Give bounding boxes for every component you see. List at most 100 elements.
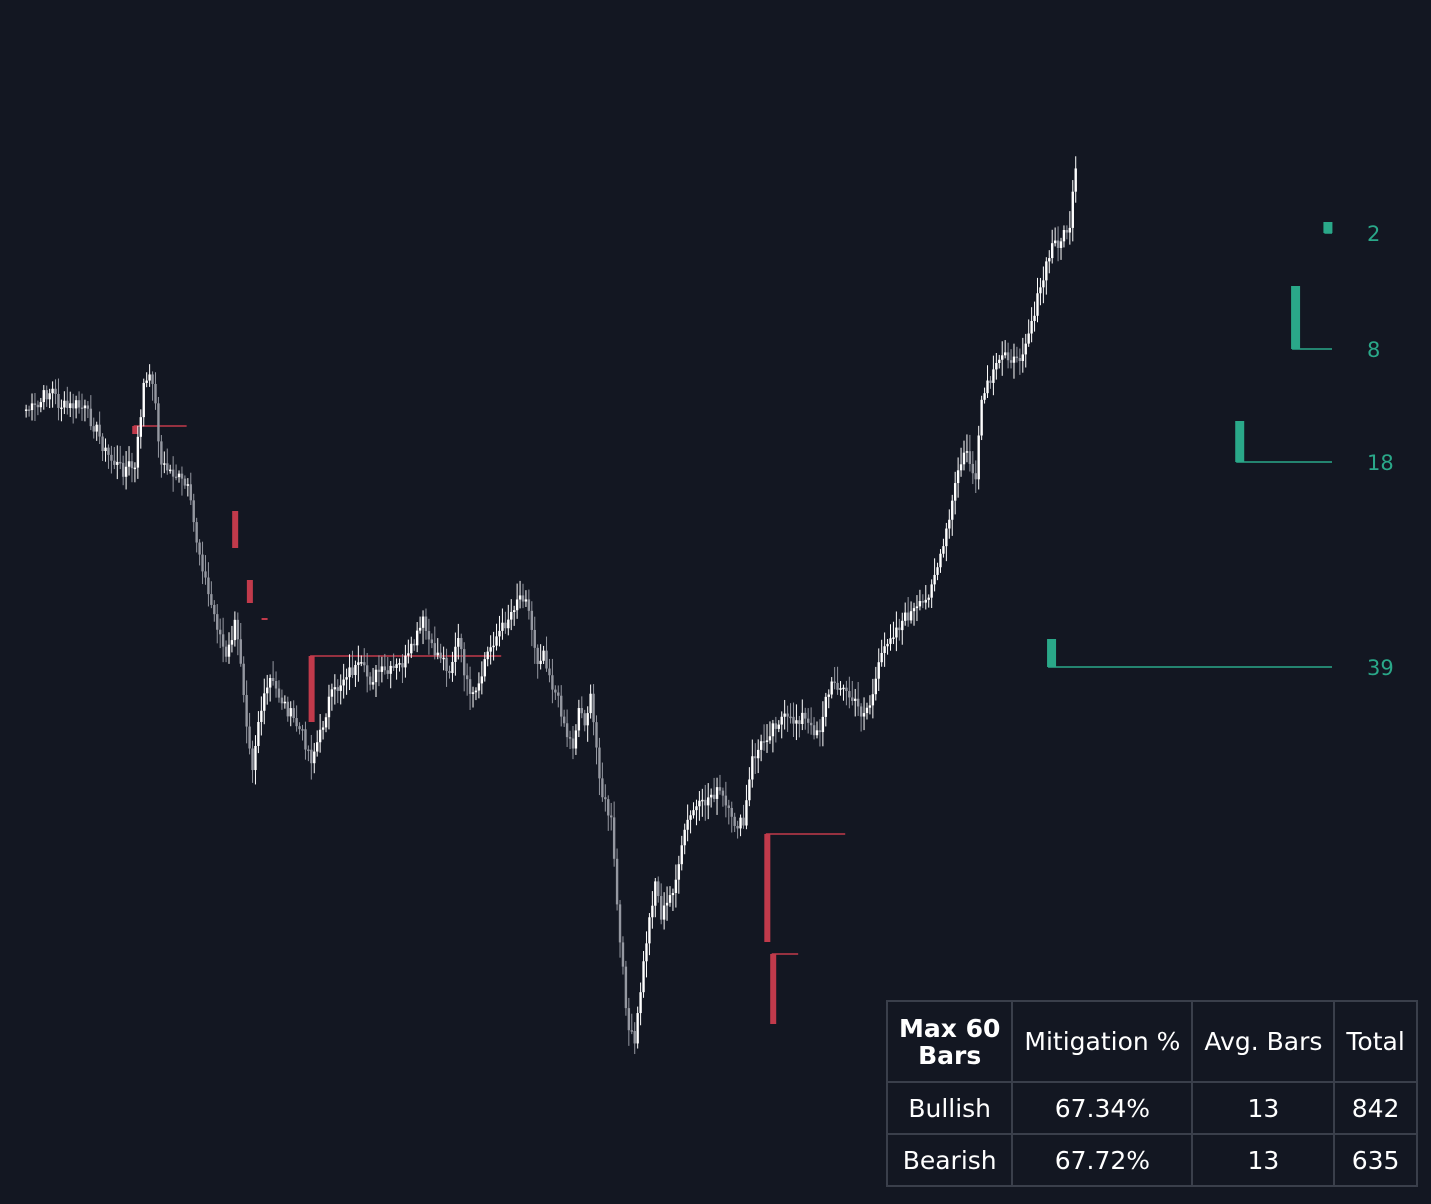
- candle-body: [671, 893, 675, 896]
- candle-body: [856, 698, 860, 707]
- candle-body: [107, 447, 110, 455]
- candle-body: [254, 745, 257, 771]
- candle-body: [630, 1030, 633, 1032]
- candle-body: [780, 716, 783, 725]
- candle-body: [295, 718, 298, 727]
- candle-body: [612, 817, 616, 859]
- candle-body: [1045, 261, 1048, 281]
- candle-body: [842, 687, 845, 690]
- candle-body: [809, 722, 813, 726]
- candle-body: [942, 546, 945, 554]
- candle-body: [548, 668, 551, 676]
- bearish-fvg-box: [764, 834, 771, 942]
- candle-body: [357, 662, 360, 665]
- candle-body: [848, 691, 851, 698]
- candle-body: [692, 810, 695, 816]
- candle-body: [683, 829, 686, 846]
- candle-body: [104, 447, 107, 452]
- candle-body: [880, 652, 883, 663]
- candle-body: [909, 611, 913, 621]
- candle-body: [733, 816, 736, 826]
- candle-body: [242, 663, 245, 696]
- candle-body: [998, 359, 1001, 363]
- candle-body: [1009, 360, 1013, 363]
- candle-body: [230, 640, 234, 645]
- candle-body: [404, 655, 407, 668]
- bullish-mitigation: 67.34%: [1011, 1081, 1194, 1135]
- candle-body: [280, 697, 284, 704]
- candle-body: [968, 451, 972, 464]
- candle-body: [151, 374, 154, 384]
- candle-body: [789, 716, 792, 719]
- candle-body: [283, 701, 287, 704]
- candle-body: [124, 466, 128, 477]
- candle-body: [498, 630, 501, 637]
- candle-body: [227, 644, 231, 657]
- candle-body: [333, 687, 337, 690]
- bearish-fvg-box: [770, 954, 777, 1024]
- candle-body: [915, 606, 919, 609]
- candle-body: [980, 399, 983, 436]
- candle-body: [204, 571, 207, 578]
- candle-body: [313, 751, 316, 764]
- candle-body: [163, 463, 166, 465]
- candle-body: [1001, 355, 1004, 360]
- candle-body: [739, 817, 742, 829]
- candle-body: [251, 748, 254, 771]
- candle-body: [154, 383, 157, 404]
- candle-body: [427, 631, 431, 640]
- candle-body: [507, 619, 510, 629]
- candle-body: [724, 795, 728, 806]
- candle-body: [574, 730, 578, 749]
- candle-body: [101, 436, 104, 452]
- candle-body: [765, 740, 769, 742]
- candle-body: [654, 881, 657, 906]
- bullish-fvg-age-label: 18: [1367, 451, 1394, 475]
- candle-body: [30, 403, 34, 411]
- corner-line-2: Bars: [918, 1040, 982, 1070]
- candle-body: [474, 690, 478, 693]
- bullish-fvg-box: [1291, 286, 1301, 349]
- candle-body: [463, 649, 466, 676]
- candle-body: [771, 723, 775, 737]
- candle-body: [1062, 230, 1066, 242]
- candle-body: [748, 779, 751, 801]
- candle-body: [374, 669, 378, 683]
- candle-body: [274, 681, 278, 689]
- candle-body: [786, 713, 789, 717]
- candle-body: [1059, 241, 1063, 248]
- candle-body: [821, 716, 825, 733]
- candle-body: [377, 669, 381, 672]
- candle-body: [213, 604, 216, 615]
- candle-body: [1036, 293, 1039, 316]
- candle-body: [945, 528, 948, 547]
- candle-body: [286, 701, 289, 717]
- candle-body: [218, 629, 222, 635]
- candle-body: [1018, 358, 1022, 362]
- candle-body: [1033, 315, 1036, 321]
- bearish-total: 635: [1333, 1133, 1418, 1187]
- candle-body: [659, 896, 663, 920]
- candle-body: [201, 554, 204, 572]
- candle-body: [577, 708, 581, 731]
- candle-body: [801, 712, 804, 725]
- candle-body: [216, 614, 219, 630]
- candle-body: [192, 500, 195, 523]
- candle-body: [824, 696, 828, 717]
- candle-body: [956, 470, 960, 484]
- candle-body: [759, 741, 763, 750]
- candle-body: [139, 417, 142, 437]
- candle-body: [783, 713, 786, 717]
- candle-body: [951, 500, 954, 520]
- candle-body: [180, 473, 184, 479]
- candle-body: [948, 519, 951, 529]
- candle-body: [533, 629, 536, 648]
- candle-body: [639, 992, 642, 1014]
- candle-body: [413, 643, 416, 646]
- candle-body: [324, 717, 328, 728]
- candle-body: [812, 725, 816, 736]
- candle-body: [795, 720, 798, 724]
- candle-body: [745, 800, 748, 826]
- candle-body: [933, 574, 936, 585]
- candle-body: [633, 1030, 636, 1044]
